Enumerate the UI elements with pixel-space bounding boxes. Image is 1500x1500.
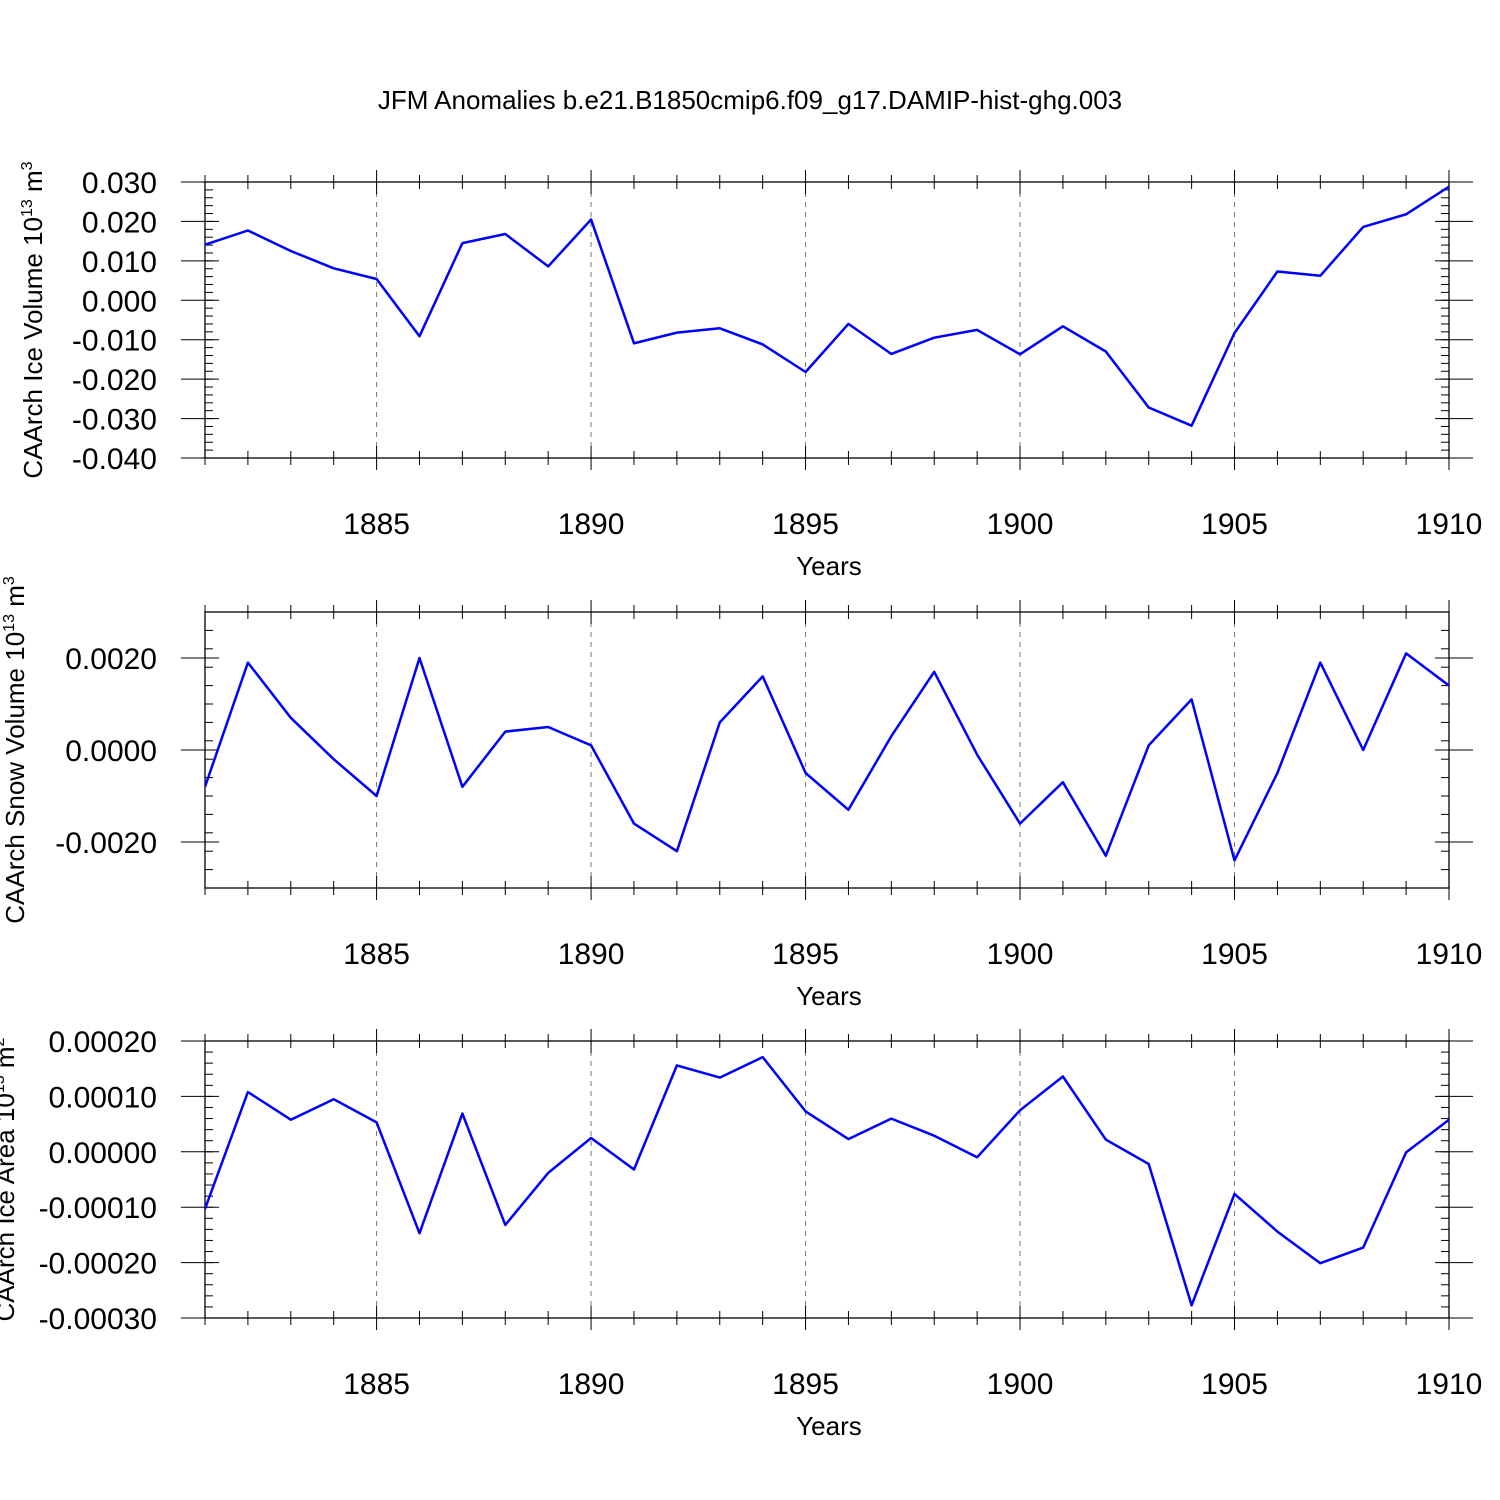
series-line bbox=[205, 185, 1449, 427]
y-tick-label: 0.0000 bbox=[65, 735, 157, 768]
x-tick-label: 1900 bbox=[987, 1368, 1054, 1401]
x-axis-label: Years bbox=[796, 981, 862, 1011]
x-tick-label: 1900 bbox=[987, 938, 1054, 971]
y-axis-label: CAArch Ice Area 1013 m2 bbox=[0, 1037, 20, 1321]
y-tick-label: 0.0020 bbox=[65, 643, 157, 676]
x-axis-label: Years bbox=[796, 1411, 862, 1441]
x-tick-label: 1885 bbox=[343, 508, 410, 541]
y-tick-label: 0.000 bbox=[82, 285, 157, 318]
y-tick-label: -0.010 bbox=[72, 325, 157, 358]
plot-frame bbox=[204, 181, 1450, 459]
x-tick-label: 1910 bbox=[1416, 1368, 1483, 1401]
y-axis-label: CAArch Snow Volume 1013 m3 bbox=[0, 576, 30, 924]
y-tick-label: -0.00030 bbox=[39, 1303, 157, 1336]
x-tick-label: 1885 bbox=[343, 938, 410, 971]
x-tick-label: 1890 bbox=[558, 508, 625, 541]
y-axis-label: CAArch Ice Volume 1013 m3 bbox=[18, 161, 48, 478]
y-tick-label: -0.00010 bbox=[39, 1192, 157, 1225]
y-tick-label: -0.040 bbox=[72, 443, 157, 476]
panel-3: 0.00020 0.00010 0.00000 -0.00010 -0.00020 -0.… bbox=[0, 1026, 1482, 1441]
y-tick-label: -0.030 bbox=[72, 404, 157, 437]
x-tick-label: 1905 bbox=[1201, 508, 1268, 541]
x-tick-label: 1890 bbox=[558, 1368, 625, 1401]
y-tick-label: 0.030 bbox=[82, 167, 157, 200]
x-tick-label: 1905 bbox=[1201, 938, 1268, 971]
y-tick-label: 0.00020 bbox=[49, 1026, 157, 1059]
y-tick-label: 0.00010 bbox=[49, 1081, 157, 1114]
x-tick-label: 1885 bbox=[343, 1368, 410, 1401]
y-tick-label: 0.010 bbox=[82, 246, 157, 279]
panel-1: 0.030 0.020 0.010 0.000 -0.010 -0.020 -0.030 -0… bbox=[18, 161, 1482, 581]
x-tick-label: 1910 bbox=[1416, 508, 1483, 541]
x-tick-label: 1895 bbox=[772, 1368, 839, 1401]
panel-2: 0.0020 0.0000 -0.0020 1885 1890 1895 1900 1905 1… bbox=[0, 576, 1482, 1011]
y-tick-label: -0.00020 bbox=[39, 1248, 157, 1281]
x-tick-label: 1890 bbox=[558, 938, 625, 971]
y-tick-label: -0.020 bbox=[72, 364, 157, 397]
x-tick-label: 1910 bbox=[1416, 938, 1483, 971]
y-tick-label: -0.0020 bbox=[55, 827, 157, 860]
x-tick-label: 1900 bbox=[987, 508, 1054, 541]
plot-frame bbox=[204, 1040, 1450, 1319]
x-tick-label: 1905 bbox=[1201, 1368, 1268, 1401]
chart-title: JFM Anomalies b.e21.B1850cmip6.f09_g17.D… bbox=[378, 85, 1122, 115]
x-tick-label: 1895 bbox=[772, 508, 839, 541]
y-tick-label: 0.00000 bbox=[49, 1137, 157, 1170]
series-line bbox=[205, 652, 1449, 862]
y-tick-label: 0.020 bbox=[82, 206, 157, 239]
series-line bbox=[205, 1055, 1449, 1307]
x-tick-label: 1895 bbox=[772, 938, 839, 971]
x-axis-label: Years bbox=[796, 551, 862, 581]
